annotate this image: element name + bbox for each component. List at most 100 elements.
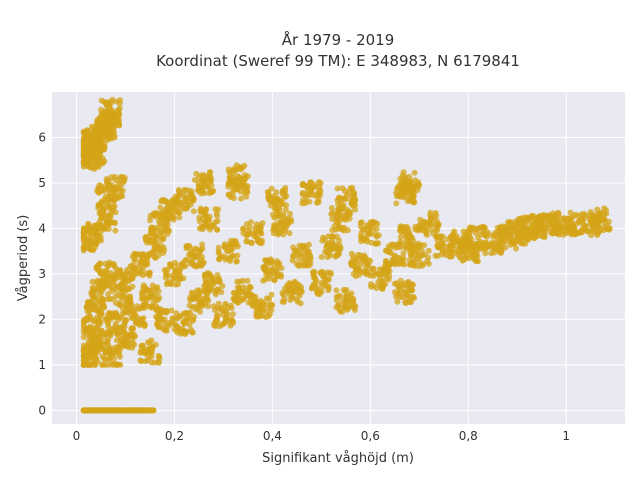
data-point	[135, 320, 142, 327]
data-point	[449, 241, 456, 248]
data-point	[91, 348, 98, 355]
data-point	[316, 183, 323, 190]
data-point	[227, 254, 234, 261]
data-point	[263, 271, 270, 278]
data-point	[433, 212, 440, 219]
data-point	[297, 300, 304, 307]
data-point	[233, 258, 240, 265]
data-point	[215, 206, 222, 213]
data-point	[154, 284, 161, 291]
data-point	[348, 193, 355, 200]
data-point	[80, 229, 87, 236]
data-point	[101, 115, 108, 122]
data-point	[415, 181, 422, 188]
data-point	[230, 295, 237, 302]
data-point	[105, 329, 112, 336]
data-point	[287, 210, 293, 217]
data-point	[392, 261, 399, 268]
data-point	[308, 189, 315, 196]
data-point	[102, 270, 109, 277]
data-point	[571, 228, 578, 235]
data-point	[266, 196, 272, 203]
data-point	[175, 187, 182, 193]
y-tick-label: 0	[38, 403, 46, 417]
data-point	[222, 300, 229, 307]
data-point	[440, 243, 447, 250]
data-point	[298, 252, 305, 259]
data-point	[279, 220, 286, 227]
data-point	[206, 226, 213, 233]
data-point	[289, 289, 295, 296]
data-point	[410, 198, 417, 205]
data-point	[456, 239, 463, 246]
data-point	[106, 202, 112, 209]
data-point	[196, 287, 203, 294]
data-point	[295, 262, 302, 269]
data-point	[97, 217, 104, 224]
data-point	[95, 146, 102, 153]
data-point	[117, 293, 124, 300]
data-point	[277, 225, 284, 232]
data-point	[101, 98, 108, 105]
data-point	[397, 238, 404, 245]
data-point	[120, 343, 127, 350]
data-point	[411, 169, 418, 176]
data-point	[344, 206, 350, 213]
data-point	[282, 206, 289, 213]
data-point	[101, 108, 108, 115]
data-point	[225, 248, 232, 255]
data-point	[96, 261, 103, 268]
data-point	[132, 311, 139, 318]
data-point	[579, 225, 586, 232]
data-point	[174, 327, 181, 333]
data-point	[181, 320, 188, 327]
data-point	[98, 270, 105, 277]
data-point	[152, 306, 159, 313]
data-point	[290, 244, 297, 251]
data-point	[89, 278, 96, 285]
data-point	[271, 224, 278, 231]
data-point	[138, 343, 145, 350]
data-point	[101, 144, 108, 151]
data-point	[109, 288, 116, 295]
data-point	[195, 298, 202, 305]
data-point	[168, 307, 175, 314]
data-point	[108, 174, 115, 181]
data-point	[202, 222, 209, 229]
data-point	[408, 287, 415, 294]
data-point	[327, 269, 334, 276]
data-point	[597, 226, 604, 233]
data-point	[393, 280, 400, 287]
data-point	[350, 295, 357, 302]
data-point	[80, 342, 87, 349]
data-point	[117, 188, 124, 195]
data-point	[219, 321, 225, 328]
data-point	[374, 270, 381, 277]
data-point	[382, 264, 389, 270]
x-tick-label: 1	[562, 429, 570, 443]
data-point	[266, 296, 273, 303]
data-point	[165, 265, 171, 272]
data-point	[135, 407, 142, 414]
data-point	[415, 263, 422, 270]
data-point	[479, 224, 486, 231]
data-point	[397, 293, 404, 300]
data-point	[313, 199, 320, 206]
data-point	[524, 225, 531, 232]
data-point	[92, 240, 99, 247]
data-point	[527, 233, 534, 240]
data-point	[265, 189, 272, 196]
data-point	[329, 209, 336, 216]
data-point	[159, 197, 166, 204]
y-tick-labels: 0 1 2 3 4 5 6	[38, 130, 46, 417]
data-point	[85, 159, 92, 166]
data-point	[96, 224, 103, 231]
data-point	[163, 218, 170, 224]
data-point	[116, 350, 123, 357]
data-point	[333, 218, 340, 225]
data-point	[318, 254, 325, 260]
data-point	[352, 257, 359, 264]
data-point	[268, 291, 275, 298]
data-point	[186, 302, 193, 309]
